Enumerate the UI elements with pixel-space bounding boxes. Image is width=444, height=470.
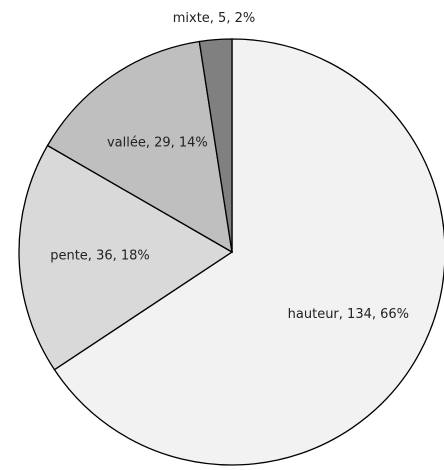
pie-slice (18, 144, 234, 371)
data-label: mixte, 5, 2% (173, 11, 256, 26)
pie-slice (46, 40, 233, 254)
data-label: hauteur, 134, 66% (288, 307, 409, 322)
data-label: vallée, 29, 14% (107, 136, 208, 151)
pie-slice (53, 38, 444, 466)
pie-slice (198, 38, 233, 253)
data-label: pente, 36, 18% (50, 249, 150, 264)
